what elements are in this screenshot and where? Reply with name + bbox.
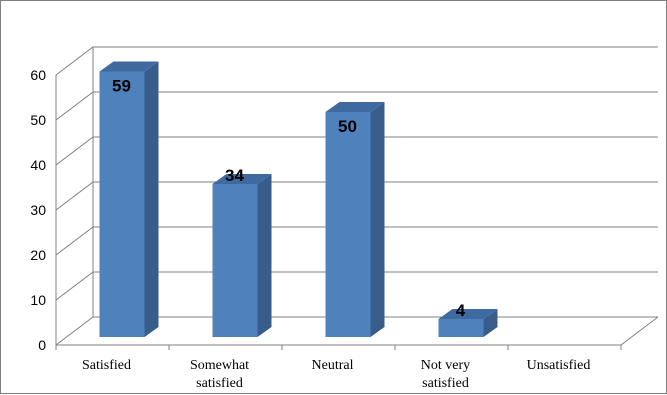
bars	[99, 61, 498, 337]
x-tick-label-1: Somewhat satisfied	[190, 358, 249, 391]
data-label-1: 34	[225, 166, 244, 185]
data-label-3: 4	[456, 301, 466, 320]
x-tick-label-line: Neutral	[312, 358, 354, 373]
bar-top-1	[212, 174, 272, 184]
x-tick-label-line: satisfied	[196, 376, 243, 391]
x-tick-label-line: Unsatisfied	[527, 358, 591, 373]
x-tick-label-2: Neutral	[312, 358, 354, 373]
y-tick-label-30: 30	[30, 202, 46, 218]
bar-2	[325, 112, 371, 337]
floor-right-edge	[620, 316, 659, 346]
data-labels: 59 34 50 4	[112, 77, 466, 321]
bar-top-0	[99, 61, 159, 72]
bar-side-3	[483, 309, 498, 337]
y-axis-tick-labels: 0 10 20 30 40 50 60	[30, 67, 46, 353]
x-tick-label-line: Somewhat	[190, 358, 249, 373]
x-axis-tick-labels: Satisfied Somewhat satisfied Neutral Not ver…	[82, 358, 590, 391]
bar-top-3	[438, 309, 498, 319]
y-tick-label-40: 40	[30, 157, 46, 173]
x-tick-label-line: Satisfied	[82, 358, 131, 373]
bar-side-0	[144, 61, 159, 337]
x-tick-label-0: Satisfied	[82, 358, 131, 373]
y-tick-label-50: 50	[30, 112, 46, 128]
x-tick-label-4: Unsatisfied	[527, 358, 591, 373]
bar-side-1	[257, 174, 272, 337]
x-tick-label-3: Not very satisfied	[421, 358, 470, 391]
bar-top-2	[325, 102, 385, 112]
bar-3	[438, 319, 484, 337]
x-tick-label-line: Not very	[421, 358, 470, 373]
data-label-0: 59	[112, 77, 131, 96]
y-tick-label-10: 10	[30, 292, 46, 308]
axes	[55, 47, 659, 350]
y-tick-label-0: 0	[38, 337, 46, 353]
bar-0	[99, 71, 145, 337]
data-label-2: 50	[338, 117, 357, 136]
x-tick-label-line: satisfied	[422, 376, 469, 391]
bar-side-2	[370, 102, 385, 337]
y-tick-label-60: 60	[30, 67, 46, 83]
bar-1	[212, 184, 258, 337]
y-tick-label-20: 20	[30, 247, 46, 263]
